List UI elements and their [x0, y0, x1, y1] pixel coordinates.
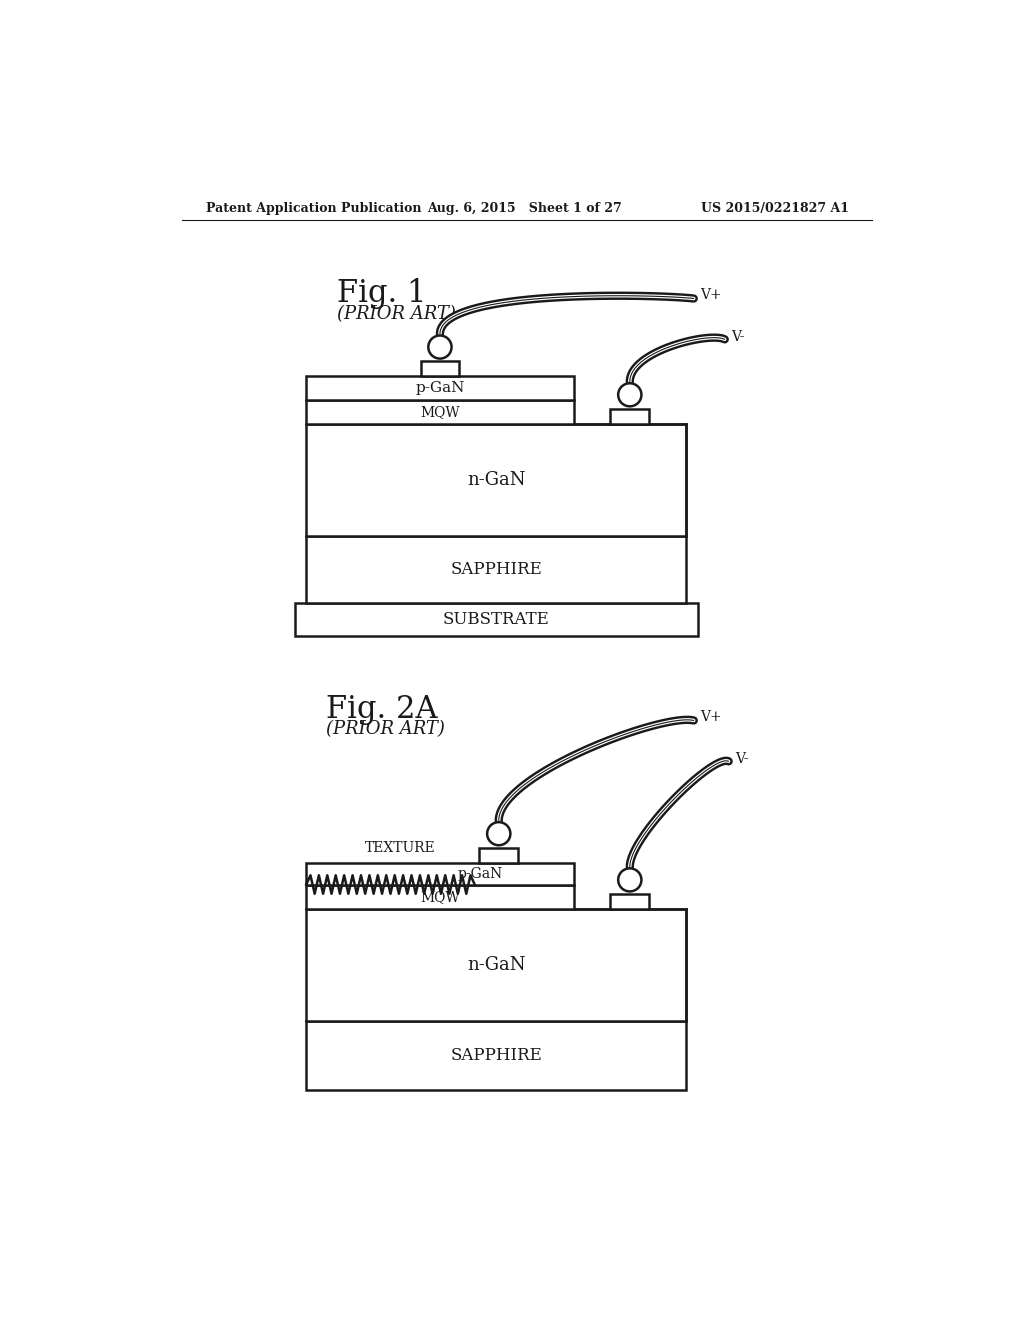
Text: n-GaN: n-GaN	[467, 956, 525, 974]
Bar	[306, 863, 573, 884]
Text: Patent Application Publication: Patent Application Publication	[206, 202, 421, 215]
Text: SAPPHIRE: SAPPHIRE	[451, 1047, 542, 1064]
Bar	[295, 603, 697, 636]
Bar	[306, 1020, 686, 1090]
Circle shape	[428, 335, 452, 359]
Text: Aug. 6, 2015   Sheet 1 of 27: Aug. 6, 2015 Sheet 1 of 27	[427, 202, 623, 215]
Bar	[306, 400, 573, 424]
Bar	[306, 424, 686, 536]
Circle shape	[618, 869, 641, 891]
Text: US 2015/0221827 A1: US 2015/0221827 A1	[700, 202, 849, 215]
Bar	[306, 536, 686, 603]
Text: TEXTURE: TEXTURE	[365, 841, 435, 854]
Text: V-: V-	[731, 330, 744, 345]
Text: Fig. 2A: Fig. 2A	[326, 693, 437, 725]
Text: (PRIOR ART): (PRIOR ART)	[326, 721, 444, 738]
Bar	[421, 360, 460, 376]
Bar	[306, 376, 573, 400]
Text: p-GaN: p-GaN	[416, 381, 465, 395]
Bar	[306, 884, 573, 909]
Bar	[479, 847, 518, 863]
Text: Fig. 1: Fig. 1	[337, 277, 427, 309]
Bar	[610, 894, 649, 909]
Text: V-: V-	[735, 752, 749, 766]
Text: p-GaN: p-GaN	[458, 867, 503, 880]
Text: MQW: MQW	[420, 405, 460, 420]
Circle shape	[487, 822, 510, 845]
Text: V+: V+	[700, 289, 722, 302]
Text: MQW: MQW	[420, 890, 460, 904]
Bar	[610, 409, 649, 424]
Text: n-GaN: n-GaN	[467, 471, 525, 488]
Circle shape	[618, 383, 641, 407]
Bar	[306, 909, 686, 1020]
Text: SUBSTRATE: SUBSTRATE	[442, 611, 550, 628]
Text: (PRIOR ART): (PRIOR ART)	[337, 305, 456, 322]
Text: SAPPHIRE: SAPPHIRE	[451, 561, 542, 578]
Text: V+: V+	[700, 710, 722, 725]
